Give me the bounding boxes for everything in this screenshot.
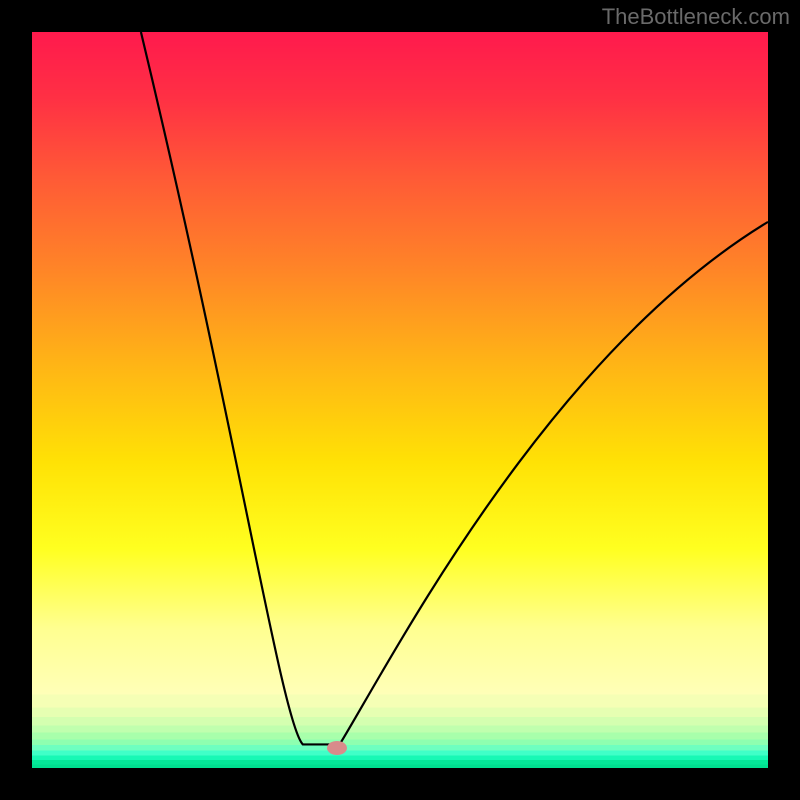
frame-bottom	[0, 768, 800, 800]
watermark-text: TheBottleneck.com	[602, 4, 790, 30]
curve-path	[141, 32, 768, 744]
plot-area	[32, 32, 768, 768]
bottleneck-curve	[32, 32, 768, 768]
minimum-marker	[325, 739, 349, 757]
marker-ellipse	[327, 741, 347, 755]
frame-left	[0, 0, 32, 800]
frame-right	[768, 0, 800, 800]
